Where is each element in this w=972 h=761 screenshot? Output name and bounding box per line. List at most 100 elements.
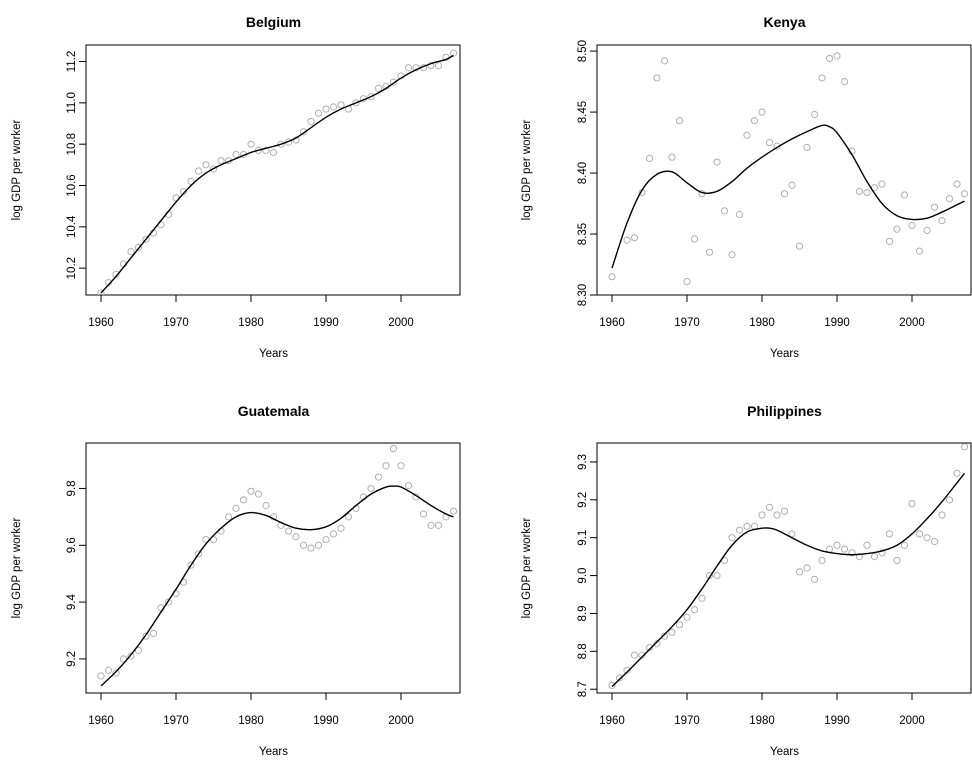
y-tick-label: 9.2 — [66, 651, 78, 667]
chart-panel-1: Belgium 1960 1970 1980 1990 2000 10.2 10.4 10.6 1… — [11, 14, 461, 360]
data-point — [668, 153, 676, 161]
data-point — [427, 521, 435, 529]
data-point — [352, 99, 360, 107]
y-tick-label: 9.3 — [577, 454, 589, 470]
data-point — [307, 117, 315, 126]
x-tick-label: 1970 — [674, 317, 700, 329]
data-point — [299, 128, 308, 136]
data-point — [292, 533, 300, 541]
data-point — [840, 545, 849, 553]
data-point — [337, 524, 345, 532]
data-point — [923, 226, 931, 234]
data-point — [187, 561, 195, 569]
y-tick-label: 9.4 — [66, 594, 78, 611]
x-tick-label: 1980 — [749, 715, 775, 727]
x-tick-label: 1960 — [88, 317, 114, 329]
chart-panel-2: Kenya 1960 1970 1980 1990 2000 8.30 8.35 8.40 8.4… — [521, 14, 972, 360]
data-point — [803, 564, 811, 572]
y-tick-label: 9.8 — [66, 480, 78, 496]
y-tick-label: 8.45 — [577, 101, 589, 123]
data-point — [449, 49, 458, 57]
data-point — [262, 501, 270, 510]
chart-panel-4: Philippines 1960 1970 1980 1990 2000 8.7 8.8 8.9… — [521, 403, 972, 758]
data-point — [645, 643, 654, 652]
y-tick-label: 10.4 — [66, 215, 78, 238]
data-point — [367, 484, 375, 493]
data-point — [217, 157, 225, 165]
x-tick-label: 1970 — [163, 317, 189, 329]
data-point — [194, 550, 203, 558]
data-point — [915, 530, 924, 538]
data-point — [389, 445, 398, 453]
x-tick-label: 2000 — [899, 715, 925, 727]
x-tick-label: 1990 — [313, 715, 339, 727]
data-point — [818, 74, 826, 82]
data-point — [743, 131, 751, 139]
y-tick-label: 9.2 — [577, 492, 589, 508]
data-point — [367, 93, 375, 101]
y-axis-label: log GDP per worker — [11, 119, 23, 220]
data-point — [389, 78, 398, 86]
data-point — [810, 575, 819, 583]
chart-title: Kenya — [763, 14, 805, 30]
data-point — [945, 195, 954, 203]
data-point — [683, 277, 691, 286]
data-point — [833, 541, 841, 549]
data-point — [638, 651, 646, 659]
x-tick-label: 1960 — [599, 317, 625, 329]
y-tick-label: 9.6 — [66, 537, 78, 553]
data-point — [690, 606, 699, 614]
data-point — [713, 158, 721, 166]
data-point — [728, 251, 736, 259]
x-axis-label: Years — [259, 348, 288, 360]
data-point — [630, 651, 639, 659]
data-point — [923, 534, 931, 542]
data-point — [608, 681, 616, 690]
data-point — [232, 504, 240, 512]
data-point — [825, 545, 834, 553]
data-point — [930, 203, 939, 211]
data-point — [900, 191, 909, 199]
data-point — [269, 148, 278, 157]
data-point — [728, 534, 736, 542]
data-point — [780, 190, 789, 198]
data-point — [247, 487, 255, 495]
data-point — [374, 473, 383, 481]
y-axis-label: log GDP per worker — [11, 517, 23, 618]
data-point — [780, 507, 789, 515]
data-point — [615, 674, 624, 682]
data-point — [810, 110, 819, 119]
data-point — [675, 117, 684, 125]
data-point — [825, 54, 834, 63]
data-point — [337, 101, 345, 109]
y-tick-label: 8.9 — [577, 605, 589, 621]
data-point — [254, 490, 263, 498]
data-point — [653, 640, 661, 648]
data-layer — [97, 49, 458, 295]
x-tick-label: 2000 — [899, 317, 925, 329]
data-point — [134, 646, 143, 654]
data-point — [142, 632, 150, 640]
data-point — [960, 443, 969, 451]
x-tick-label: 1980 — [238, 715, 264, 727]
plot-frame — [596, 44, 972, 296]
data-layer — [608, 443, 969, 690]
x-tick-label: 1980 — [749, 317, 775, 329]
y-tick-label: 10.6 — [66, 174, 78, 196]
data-point — [97, 672, 105, 680]
x-tick-label: 2000 — [388, 317, 414, 329]
data-point — [795, 242, 804, 250]
data-point — [645, 154, 654, 163]
data-point — [660, 57, 669, 65]
chart-panel-3: Guatemala 1960 1970 1980 1990 2000 9.2 9.4 9.6 9.… — [11, 403, 461, 758]
data-point — [848, 549, 856, 557]
data-point — [284, 527, 293, 535]
data-point — [382, 462, 390, 470]
chart-title: Guatemala — [238, 403, 310, 419]
data-point — [224, 513, 233, 521]
data-point — [232, 150, 240, 159]
data-point — [179, 188, 188, 196]
data-point — [675, 621, 684, 629]
data-point — [277, 140, 285, 148]
